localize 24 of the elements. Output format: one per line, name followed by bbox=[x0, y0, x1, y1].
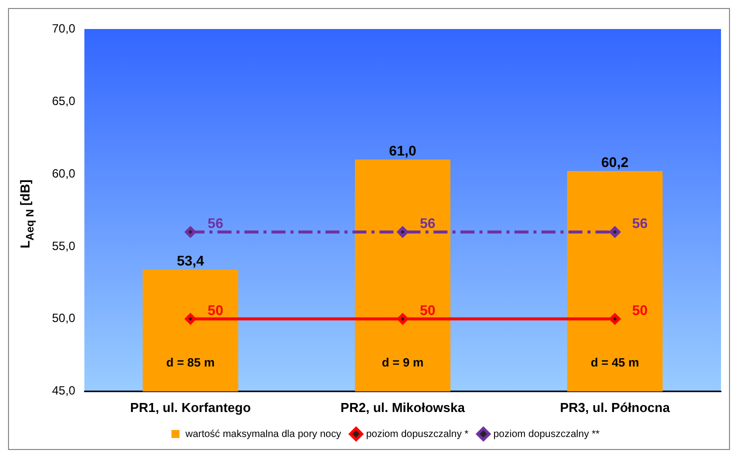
data-label: 56 bbox=[208, 214, 224, 231]
data-label: 50 bbox=[420, 302, 436, 318]
data-label: 50 bbox=[208, 302, 224, 318]
legend-label: wartość maksymalna dla pory nocy bbox=[184, 428, 342, 440]
legend-label: poziom dopuszczalny * bbox=[366, 428, 468, 440]
y-tick-label: 60,0 bbox=[52, 166, 76, 180]
annotation: d = 85 m bbox=[166, 356, 215, 370]
x-tick-label: PR1, ul. Korfantego bbox=[130, 400, 251, 415]
annotation: d = 45 m bbox=[590, 356, 640, 370]
y-tick-label: 55,0 bbox=[52, 238, 76, 253]
x-tick-label: PR2, ul. Mikołowska bbox=[340, 400, 466, 415]
annotation: d = 9 m bbox=[382, 356, 424, 370]
data-label: 50 bbox=[632, 302, 648, 318]
y-tick-label: 70,0 bbox=[52, 21, 76, 36]
legend-label: poziom dopuszczalny ** bbox=[493, 428, 600, 440]
y-tick-label: 65,0 bbox=[52, 94, 76, 108]
data-label: 56 bbox=[632, 214, 648, 231]
y-tick-label: 50,0 bbox=[52, 311, 76, 326]
data-label: 53,4 bbox=[176, 252, 204, 268]
y-tick-label: 45,0 bbox=[52, 384, 76, 398]
x-tick-label: PR3, ul. Północna bbox=[560, 400, 671, 415]
data-label: 60,2 bbox=[601, 154, 629, 170]
data-label: 56 bbox=[420, 214, 436, 231]
data-label: 61,0 bbox=[389, 142, 417, 158]
